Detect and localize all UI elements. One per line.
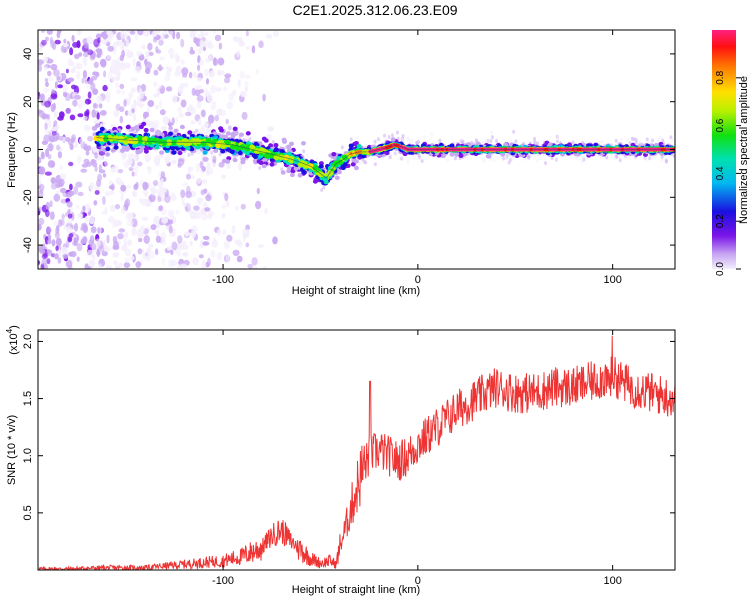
snr-frame (37, 329, 676, 571)
colorbar: 0.0 0.2 0.4 0.6 0.8 Normalized spectral ampl… (712, 30, 750, 276)
colorbar-tick-label: 0.2 (715, 214, 726, 228)
colorbar-ticks: 0.0 0.2 0.4 0.6 0.8 (715, 70, 741, 276)
snr-y-scale-exponent: 4 (5, 328, 14, 333)
y-tick-label: 20 (22, 96, 34, 108)
x-tick-label: -100 (212, 575, 234, 587)
snr-x-ticks: -100 0 100 (212, 330, 622, 587)
y-tick-label: -20 (22, 189, 34, 205)
colorbar-tick-label: 0.4 (715, 166, 726, 180)
colorbar-tick-label: 0.8 (715, 70, 726, 84)
x-tick-label: 100 (603, 575, 621, 587)
colorbar-tick-label: 0.0 (715, 262, 726, 276)
spectrogram-x-ticks: -100 0 100 (212, 30, 622, 286)
spectrogram-marks (38, 30, 675, 269)
spectrogram-ridge (93, 121, 675, 186)
y-tick-label: 1.5 (22, 391, 34, 406)
ridge-trace (96, 137, 675, 179)
snr-panel: -100 0 100 0.5 1.0 1.5 2.0 Height of straight… (5, 325, 676, 596)
spectrogram-y-label: Frequency (Hz) (6, 112, 18, 188)
snr-plot-area (38, 330, 675, 570)
x-tick-label: 0 (415, 575, 421, 587)
x-tick-label: 0 (415, 274, 421, 286)
snr-y-ticks: 0.5 1.0 1.5 2.0 (22, 334, 675, 521)
y-tick-label: 0 (22, 146, 34, 152)
snr-y-scale: (x104) (5, 325, 20, 355)
x-tick-label: -100 (212, 274, 234, 286)
x-tick-label: 100 (603, 274, 621, 286)
colorbar-tick-label: 0.6 (715, 118, 726, 132)
y-tick-label: 1.0 (22, 448, 34, 463)
spectrogram-y-ticks: -40 -20 0 20 40 (22, 48, 675, 253)
snr-y-scale-base: (x10 (8, 333, 20, 354)
y-tick-label: 40 (22, 48, 34, 60)
snr-y-label: SNR (10 * v/v) (6, 415, 18, 485)
y-tick-label: -40 (22, 237, 34, 253)
spectrogram-noise (38, 30, 675, 269)
y-tick-label: 2.0 (22, 334, 34, 349)
spectrogram-panel: -100 0 100 -40 -20 0 20 40 Height of straight … (6, 29, 676, 297)
colorbar-gradient (712, 30, 736, 269)
spectrogram-x-label: Height of straight line (km) (292, 285, 420, 297)
colorbar-label: Normalized spectral amplitude (738, 76, 750, 224)
figure-title: C2E1.2025.312.06.23.E09 (292, 2, 458, 18)
y-tick-label: 0.5 (22, 505, 34, 520)
snr-x-label: Height of straight line (km) (292, 584, 420, 596)
